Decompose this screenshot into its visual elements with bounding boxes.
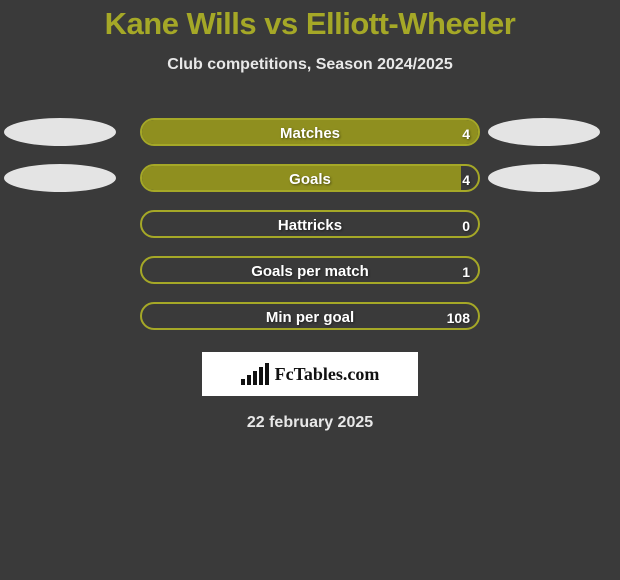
stat-label: Goals per match [142, 258, 478, 284]
brand-text: FcTables.com [275, 364, 380, 385]
stat-bar: Min per goal108 [140, 302, 480, 330]
stat-bar: Goals per match1 [140, 256, 480, 284]
stat-value: 1 [462, 258, 470, 284]
stat-label: Hattricks [142, 212, 478, 238]
stat-value: 0 [462, 212, 470, 238]
player-marker-left [4, 164, 116, 192]
player-marker-left [4, 118, 116, 146]
stat-value: 4 [462, 166, 470, 192]
stat-bar: Matches4 [140, 118, 480, 146]
stat-label: Min per goal [142, 304, 478, 330]
stat-row: Hattricks0 [0, 210, 620, 238]
page-title: Kane Wills vs Elliott-Wheeler [0, 0, 620, 42]
brand-box: FcTables.com [202, 352, 418, 396]
stat-label: Matches [142, 120, 478, 146]
stat-value: 4 [462, 120, 470, 146]
stat-value: 108 [447, 304, 470, 330]
player-marker-right [488, 164, 600, 192]
date-line: 22 february 2025 [0, 414, 620, 432]
stat-label: Goals [142, 166, 478, 192]
stat-row: Goals4 [0, 164, 620, 192]
stat-row: Goals per match1 [0, 256, 620, 284]
player-marker-right [488, 118, 600, 146]
stat-row: Matches4 [0, 118, 620, 146]
subtitle: Club competitions, Season 2024/2025 [0, 56, 620, 74]
bar-chart-icon [241, 363, 269, 385]
stat-bar: Hattricks0 [140, 210, 480, 238]
stats-rows: Matches4Goals4Hattricks0Goals per match1… [0, 118, 620, 330]
stat-bar: Goals4 [140, 164, 480, 192]
stat-row: Min per goal108 [0, 302, 620, 330]
